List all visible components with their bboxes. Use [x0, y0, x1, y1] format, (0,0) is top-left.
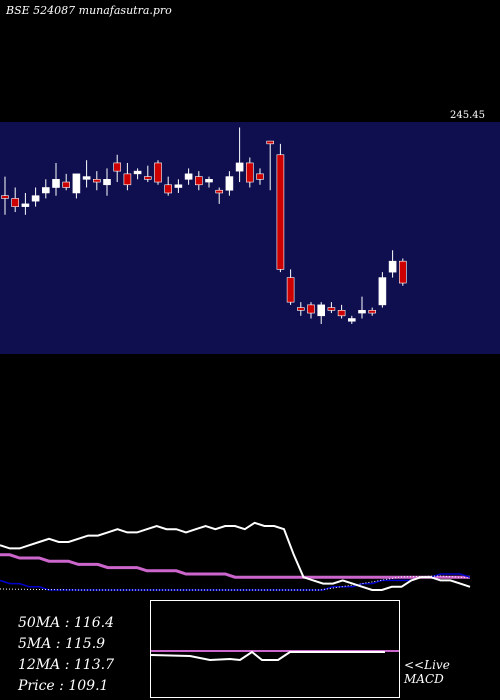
candle-up	[184, 173, 193, 180]
stat-label: 5MA	[18, 636, 52, 652]
macd-panel	[150, 600, 400, 698]
chart-header: BSE 524087 munafasutra.pro	[6, 4, 172, 17]
candlestick-series	[1, 127, 407, 324]
stat-value: 116.4	[73, 615, 114, 631]
candle-down	[1, 195, 9, 199]
candle-down	[123, 173, 132, 186]
candle-up	[358, 310, 366, 314]
candle-down	[113, 162, 121, 172]
candle-up	[41, 187, 50, 194]
live-macd-label: <<Live MACD	[404, 658, 450, 686]
candle-down	[276, 154, 285, 270]
stat-label: 12MA	[18, 657, 61, 673]
candle-up	[82, 176, 91, 180]
macd-lines	[150, 650, 399, 662]
candle-up	[52, 179, 60, 188]
candle-up	[174, 184, 183, 188]
candle-down	[307, 304, 315, 314]
ma-stats: 50MA : 116.4 5MA : 115.9 12MA : 113.7 Pr…	[18, 613, 114, 697]
candle-up	[317, 304, 326, 317]
candle-down	[11, 198, 19, 207]
candle-down	[246, 162, 254, 183]
candle-down	[286, 277, 295, 303]
stat-value: 109.1	[68, 678, 109, 694]
ma-line-50ma	[0, 553, 470, 579]
candle-down	[154, 162, 162, 183]
candle-down	[62, 181, 71, 188]
candle-down	[327, 307, 336, 311]
candle-up	[72, 173, 81, 194]
candle-up	[388, 260, 397, 273]
macd-title: MACD	[404, 672, 444, 686]
candle-up	[205, 179, 213, 183]
moving-average-lines	[0, 521, 471, 591]
candle-down	[195, 176, 203, 186]
stat-row-50ma: 50MA : 116.4	[18, 615, 114, 631]
stat-value: 113.7	[73, 657, 114, 673]
candle-up	[21, 203, 30, 207]
stat-value: 115.9	[64, 636, 106, 652]
candle-down	[266, 140, 275, 145]
ma-line-5ma	[0, 521, 471, 591]
stat-row-price: Price : 109.1	[18, 678, 109, 694]
candle-down	[256, 173, 264, 180]
candle-up	[103, 179, 111, 186]
macd-line	[150, 650, 385, 662]
candle-down	[398, 260, 407, 284]
candle-down	[368, 310, 377, 314]
stat-label: 50MA	[18, 615, 61, 631]
candle-down	[296, 307, 305, 311]
stat-row-5ma: 5MA : 115.9	[18, 636, 106, 652]
live-link[interactable]: <<Live	[404, 658, 450, 672]
stat-row-12ma: 12MA : 113.7	[18, 657, 114, 673]
candle-down	[215, 189, 223, 194]
candle-down	[337, 310, 346, 317]
stat-label: Price	[18, 678, 55, 694]
candle-up	[378, 277, 387, 306]
candle-up	[347, 318, 356, 322]
candle-up	[225, 176, 234, 191]
candle-down	[164, 184, 172, 194]
candle-up	[133, 170, 142, 175]
price-tag: 245.45	[450, 110, 485, 121]
candle-down	[144, 176, 152, 180]
candle-up	[235, 162, 244, 172]
candle-up	[31, 195, 40, 202]
candle-down	[93, 179, 101, 183]
candle-panel	[0, 122, 500, 354]
